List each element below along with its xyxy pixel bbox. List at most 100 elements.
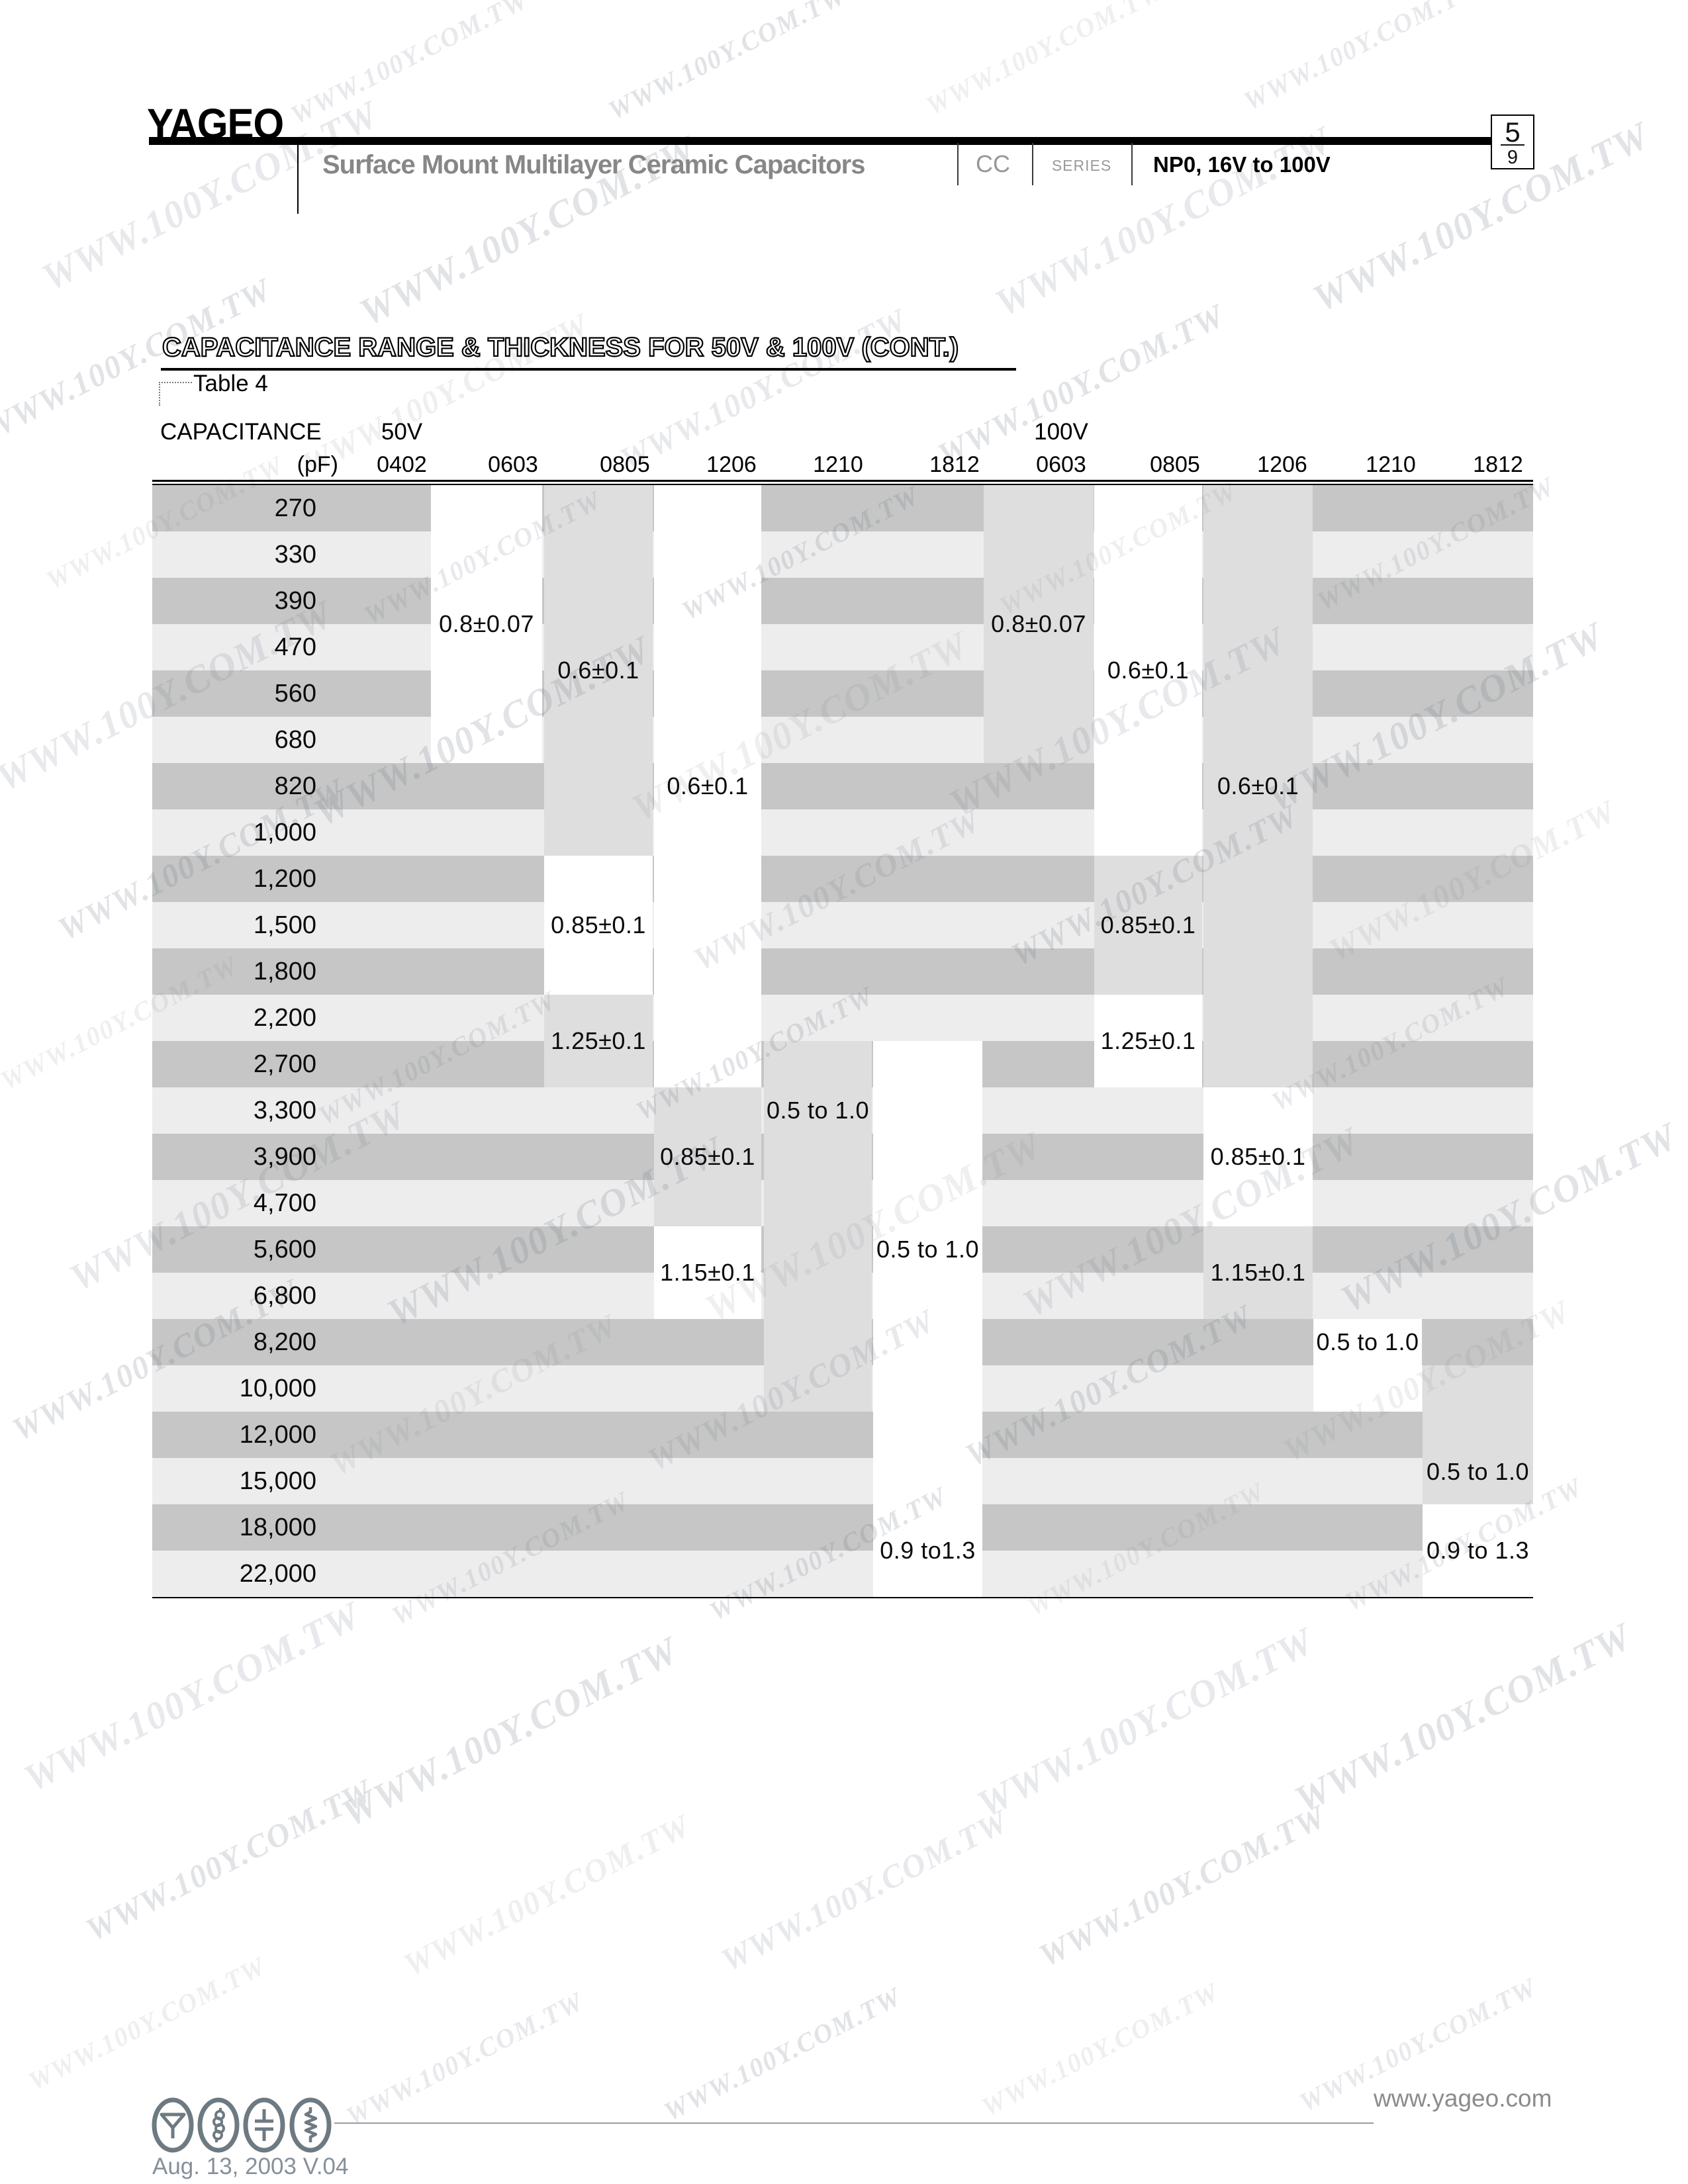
watermark-text: WWW.100Y.COM.TW: [23, 1950, 271, 2097]
thickness-band-100V-0805: [1094, 856, 1202, 995]
watermark-text: WWW.100Y.COM.TW: [659, 1981, 906, 2127]
page-number-box: 5 9: [1491, 114, 1534, 169]
watermark-text: WWW.100Y.COM.TW: [17, 1593, 368, 1800]
thickness-value: 0.5 to 1.0: [1426, 1458, 1530, 1485]
website-url: www.yageo.com: [1374, 2085, 1552, 2112]
thickness-value: 1.25±0.1: [1100, 1027, 1196, 1054]
capacitance-row-label: 8,200: [253, 1328, 316, 1356]
watermark-text: WWW.100Y.COM.TW: [976, 1976, 1224, 2122]
table-header-rule: [152, 480, 1533, 482]
thickness-value: 0.6±0.1: [1217, 772, 1299, 799]
table-bottom-rule: [152, 1597, 1533, 1598]
column-header-unit: (pF): [297, 452, 338, 477]
thickness-band-100V-1206: [1203, 1226, 1313, 1319]
watermark-text: WWW.100Y.COM.TW: [1033, 1797, 1333, 1974]
watermark-text: WWW.100Y.COM.TW: [397, 1807, 697, 1983]
size-code-header: 1206: [1257, 452, 1307, 477]
capacitance-row-label: 3,900: [253, 1143, 316, 1171]
thickness-band-50V-1812: [873, 1041, 982, 1597]
thickness-value: 1.15±0.1: [660, 1259, 755, 1286]
table-row-stripe: [152, 856, 1533, 902]
capacitance-row-label: 18,000: [239, 1514, 316, 1541]
capacitance-row-label: 2,700: [253, 1050, 316, 1078]
watermark-text: WWW.100Y.COM.TW: [1288, 1614, 1639, 1821]
capacitance-row-label: 6,800: [253, 1282, 316, 1310]
watermark-text: WWW.100Y.COM.TW: [341, 1985, 588, 2132]
thickness-value: 0.6±0.1: [557, 657, 639, 684]
thickness-value: 1.25±0.1: [551, 1027, 646, 1054]
watermark-text: WWW.100Y.COM.TW: [285, 0, 533, 130]
capacitance-row-label: 15,000: [239, 1467, 316, 1495]
watermark-text: WWW.100Y.COM.TW: [715, 1802, 1015, 1979]
watermark-text: WWW.100Y.COM.TW: [334, 1628, 686, 1835]
table-row-stripe: [152, 1551, 1533, 1597]
capacitance-row-label: 270: [274, 494, 316, 522]
size-code-header: 0603: [488, 452, 538, 477]
footer-rule: [334, 2122, 1374, 2124]
capacitance-row-label: 4,700: [253, 1189, 316, 1217]
watermark-text: WWW.100Y.COM.TW: [603, 0, 851, 126]
capacitance-row-label: 330: [274, 541, 316, 569]
thickness-band-50V-1206: [654, 485, 761, 1087]
watermark-text: WWW.100Y.COM.TW: [921, 0, 1168, 121]
capacitance-row-label: 390: [274, 587, 316, 615]
logo-divider: [297, 145, 299, 214]
capacitance-row-label: 1,800: [253, 958, 316, 985]
header-rule: [149, 137, 1491, 145]
table-row-stripe: [152, 809, 1533, 856]
table-row-stripe: [152, 670, 1533, 717]
thickness-band-100V-0805: [1094, 485, 1202, 856]
size-code-header: 0402: [377, 452, 427, 477]
header-separator: [1131, 143, 1133, 185]
thickness-band-100V-1206: [1203, 485, 1313, 1087]
thickness-band-50V-0805: [544, 995, 653, 1087]
thickness-value: 0.6±0.1: [667, 772, 749, 799]
antenna-icon: [152, 2097, 194, 2153]
voltage-group-header: 100V: [1034, 419, 1088, 445]
watermark-text: WWW.100Y.COM.TW: [1239, 0, 1486, 116]
thickness-band-100V-1206: [1203, 1087, 1313, 1226]
table-row-stripe: [152, 1504, 1533, 1551]
capacitance-row-label: 1,500: [253, 911, 316, 939]
thickness-band-100V-0805: [1094, 995, 1202, 1087]
inductor-icon: [197, 2097, 240, 2153]
size-code-header: 1210: [813, 452, 863, 477]
capacitance-row-label: 12,000: [239, 1421, 316, 1449]
thickness-value: 0.9 to 1.3: [1426, 1537, 1530, 1564]
header-separator: [957, 143, 959, 185]
thickness-value: 0.8±0.07: [439, 610, 534, 637]
capacitance-row-label: 1,000: [253, 819, 316, 846]
capacitance-row-label: 10,000: [239, 1375, 316, 1402]
size-code-header: 0603: [1036, 452, 1086, 477]
page-number: 5: [1505, 116, 1521, 148]
size-code-header: 1812: [929, 452, 980, 477]
page-total: 9: [1507, 147, 1519, 168]
table-row-stripe: [152, 1412, 1533, 1458]
thickness-value: 0.5 to 1.0: [766, 1097, 870, 1124]
capacitance-row-label: 680: [274, 726, 316, 754]
watermark-text: WWW.100Y.COM.TW: [970, 1619, 1321, 1826]
thickness-band-100V-1812: [1423, 1365, 1533, 1504]
capacitor-icon: [243, 2097, 285, 2153]
thickness-value: 0.6±0.1: [1107, 657, 1190, 684]
size-code-header: 1206: [706, 452, 757, 477]
thickness-value: 0.8±0.07: [991, 610, 1086, 637]
thickness-band-50V-1210: [764, 1041, 872, 1412]
series-code: CC: [976, 150, 1010, 177]
date-version: Aug. 13, 2003 V.04: [152, 2154, 349, 2179]
series-spec: NP0, 16V to 100V: [1153, 152, 1331, 177]
thickness-value: 0.5 to 1.0: [876, 1236, 980, 1263]
voltage-group-header: 50V: [381, 419, 423, 445]
table-row-stripe: [152, 624, 1533, 670]
column-header-capacitance: CAPACITANCE: [160, 419, 322, 445]
capacitance-row-label: 820: [274, 772, 316, 800]
thickness-value: 1.15±0.1: [1210, 1259, 1306, 1286]
table-row-stripe: [152, 995, 1533, 1041]
table-row-stripe: [152, 485, 1533, 531]
table-row-stripe: [152, 902, 1533, 948]
section-title-underline: [161, 368, 1016, 371]
size-code-header: 0805: [1150, 452, 1200, 477]
page-fraction-bar: [1501, 144, 1524, 146]
thickness-band-50V-1206: [654, 1226, 761, 1319]
